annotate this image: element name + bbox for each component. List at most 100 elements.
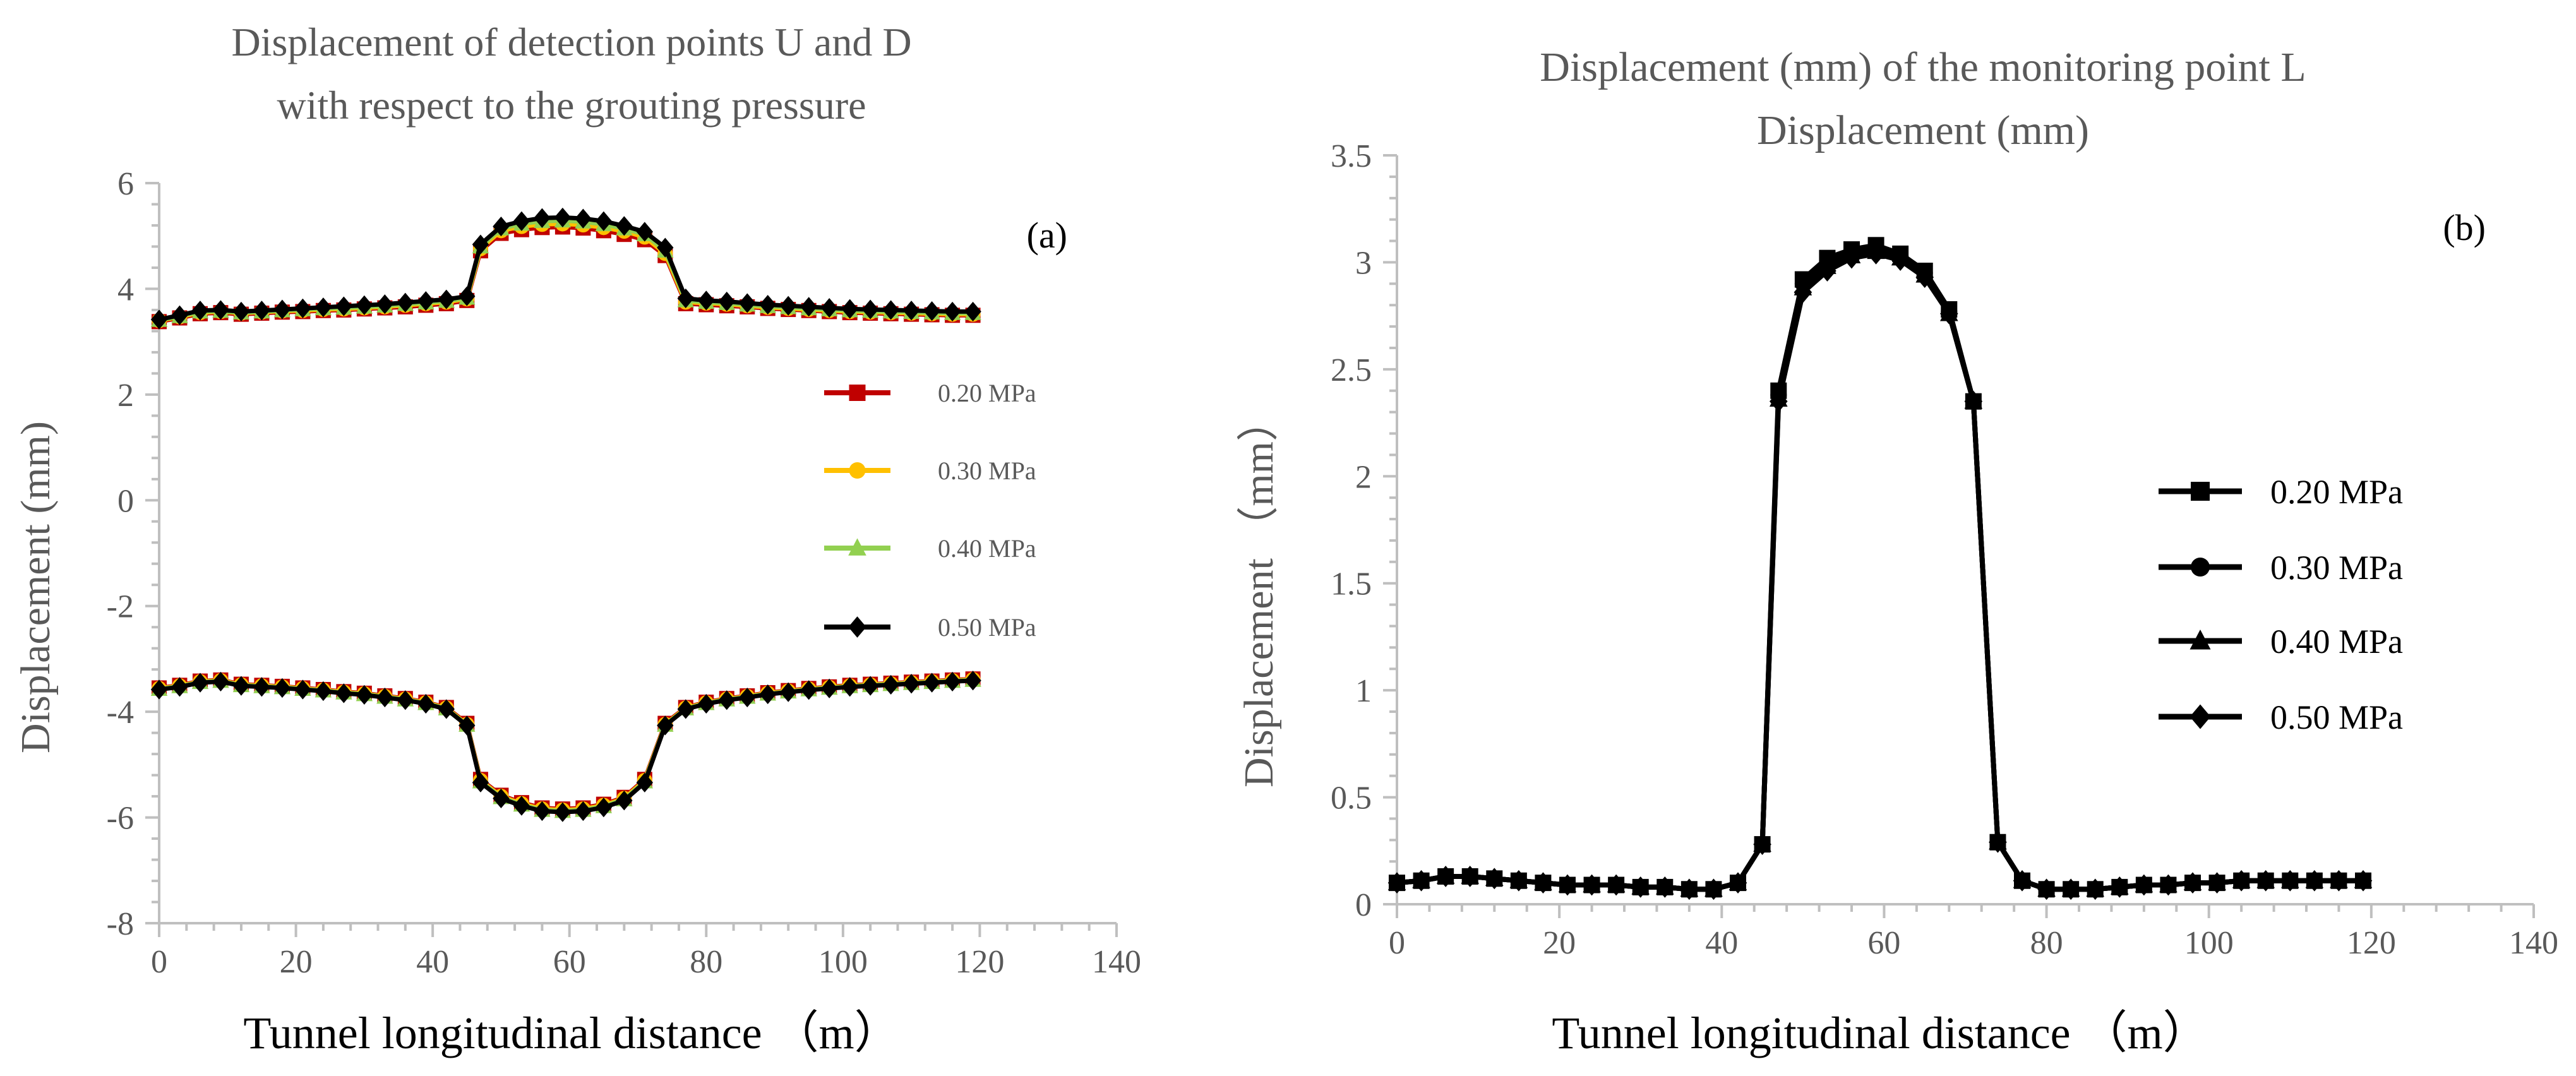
chart-b-data-point xyxy=(1842,247,1861,269)
chart-a-data-point xyxy=(253,677,270,697)
chart-b-legend-item: 0.30 MPa xyxy=(2159,549,2403,587)
chart-b-data-point xyxy=(2061,878,2080,900)
chart-a-data-point xyxy=(964,301,981,322)
chart-a-legend-label: 0.40 MPa xyxy=(938,534,1036,563)
chart-a-data-point xyxy=(212,671,229,692)
chart-a-data-point xyxy=(575,801,592,822)
chart-a-legend-label: 0.50 MPa xyxy=(938,613,1036,642)
chart-a-legend-label: 0.20 MPa xyxy=(938,379,1036,407)
chart-a-data-point xyxy=(800,680,817,700)
chart-a-legend-marker xyxy=(849,385,866,401)
chart-a-data-point xyxy=(677,288,694,309)
chart-b-data-point xyxy=(1387,872,1406,894)
chart-a-data-point xyxy=(458,286,476,306)
chart-b-y-tick-label: 3 xyxy=(1355,245,1372,281)
chart-a-data-point xyxy=(253,301,270,321)
chart-a-panel-label: (a) xyxy=(1027,215,1067,256)
chart-a-data-point xyxy=(150,679,168,700)
chart-a-data-point xyxy=(841,677,858,697)
chart-a-x-tick-label: 120 xyxy=(955,944,1004,980)
chart-a-title-line-1: Displacement of detection points U and D xyxy=(231,20,911,64)
chart-b-legend-item: 0.50 MPa xyxy=(2159,698,2403,736)
chart-b-x-tick-label: 60 xyxy=(1867,925,1900,961)
chart-a-data-point xyxy=(315,297,332,318)
chart-a-data-point xyxy=(739,293,756,313)
chart-b-data-point xyxy=(1631,876,1650,898)
chart-a-data-point xyxy=(861,676,879,696)
chart-a-data-point xyxy=(335,296,352,316)
chart-b-data-point xyxy=(2232,870,2251,892)
chart-b-data-point xyxy=(2110,876,2129,898)
chart-a-data-point xyxy=(657,715,674,736)
chart-b-data-point xyxy=(1989,831,2007,853)
chart-b-data-point xyxy=(1485,868,1504,890)
chart-a-y-tick-label: 2 xyxy=(117,378,134,414)
chart-a-data-point xyxy=(376,294,393,314)
chart-a-data-point xyxy=(534,801,551,822)
chart-a-data-point xyxy=(335,683,352,703)
chart-b-data-point xyxy=(1583,874,1601,896)
chart-a-title-line-2: with respect to the grouting pressure xyxy=(277,83,866,128)
chart-a-data-point xyxy=(191,672,209,693)
chart-b-data-point xyxy=(1818,260,1836,282)
chart-b-x-tick-label: 100 xyxy=(2184,925,2234,961)
chart-a-data-point xyxy=(273,678,291,698)
chart-b-data-point xyxy=(1558,874,1577,896)
chart-b-data-point xyxy=(1728,872,1747,894)
chart-a-data-point xyxy=(698,693,715,714)
chart-a-data-point xyxy=(534,208,551,228)
chart-a-data-point xyxy=(150,309,168,330)
chart-b-x-axis-label: Tunnel longitudinal distance （m） xyxy=(1552,1008,2208,1058)
chart-a-x-tick-label: 140 xyxy=(1092,944,1141,980)
chart-a-data-point xyxy=(841,299,858,319)
chart-b-x-tick-label: 0 xyxy=(1389,925,1405,961)
chart-b-data-point xyxy=(1769,390,1788,412)
chart-a-data-point xyxy=(902,674,920,694)
chart-b-data-point xyxy=(1794,281,1812,303)
chart-a-data-point xyxy=(800,297,817,317)
chart-b-x-tick-label: 120 xyxy=(2347,925,2396,961)
chart-b-y-tick-label: 1 xyxy=(1355,673,1372,709)
chart-b-legend: 0.20 MPa 0.30 MPa 0.40 MPa 0.50 MPa xyxy=(2159,473,2403,736)
chart-b-data-point xyxy=(1412,870,1430,892)
chart-b-y-tick-label: 2.5 xyxy=(1331,352,1372,388)
chart-a-data-point xyxy=(554,207,572,228)
chart-a-legend-item: 0.50 MPa xyxy=(824,613,1036,642)
chart-b-series-layer xyxy=(1387,237,2373,900)
chart-a-data-point xyxy=(493,217,510,237)
chart-a-data-point xyxy=(882,674,899,695)
chart-a-x-tick-label: 60 xyxy=(553,944,586,980)
chart-a-data-point xyxy=(944,301,961,322)
chart-a-series-layer xyxy=(150,207,981,822)
chart-b-y-tick-label: 3.5 xyxy=(1331,138,1372,174)
chart-a-data-point xyxy=(458,715,476,736)
chart-a-data-point xyxy=(595,211,613,231)
chart-a-data-point xyxy=(554,802,572,822)
chart-b-data-point xyxy=(2256,870,2275,892)
chart-a-data-point xyxy=(616,216,633,236)
chart-a-data-point xyxy=(923,672,940,693)
chart-a-y-tick-label: -4 xyxy=(107,695,134,731)
chart-b-data-point xyxy=(2305,870,2324,892)
chart-b-data-point xyxy=(1939,302,1958,325)
chart-a-series-050-upper xyxy=(150,207,981,330)
chart-b-data-point xyxy=(2208,872,2226,894)
chart-a-legend-item: 0.30 MPa xyxy=(824,457,1036,485)
chart-b-data-point xyxy=(2330,870,2348,892)
chart-b-data-point xyxy=(1704,878,1723,900)
chart-a-data-point xyxy=(677,699,694,719)
chart-b-data-point xyxy=(2354,870,2373,892)
chart-a-data-point xyxy=(902,301,920,321)
chart-b-data-point xyxy=(2013,870,2032,892)
chart-b-axes: 0 20 40 60 80 100 120 140 0 0.5 1 1.5 2 2.5 3 3.5 xyxy=(1331,138,2558,961)
chart-b-data-point xyxy=(1891,249,1910,271)
chart-a-data-point xyxy=(315,681,332,702)
chart-a-data-point xyxy=(171,305,188,325)
chart-b-legend-label: 0.40 MPa xyxy=(2270,623,2403,661)
chart-a-data-point xyxy=(191,301,209,321)
chart-b-legend-marker xyxy=(2190,704,2211,729)
chart-a-data-point xyxy=(232,301,250,322)
chart-b-data-point xyxy=(2037,878,2056,900)
chart-b-data-point xyxy=(2183,872,2202,894)
